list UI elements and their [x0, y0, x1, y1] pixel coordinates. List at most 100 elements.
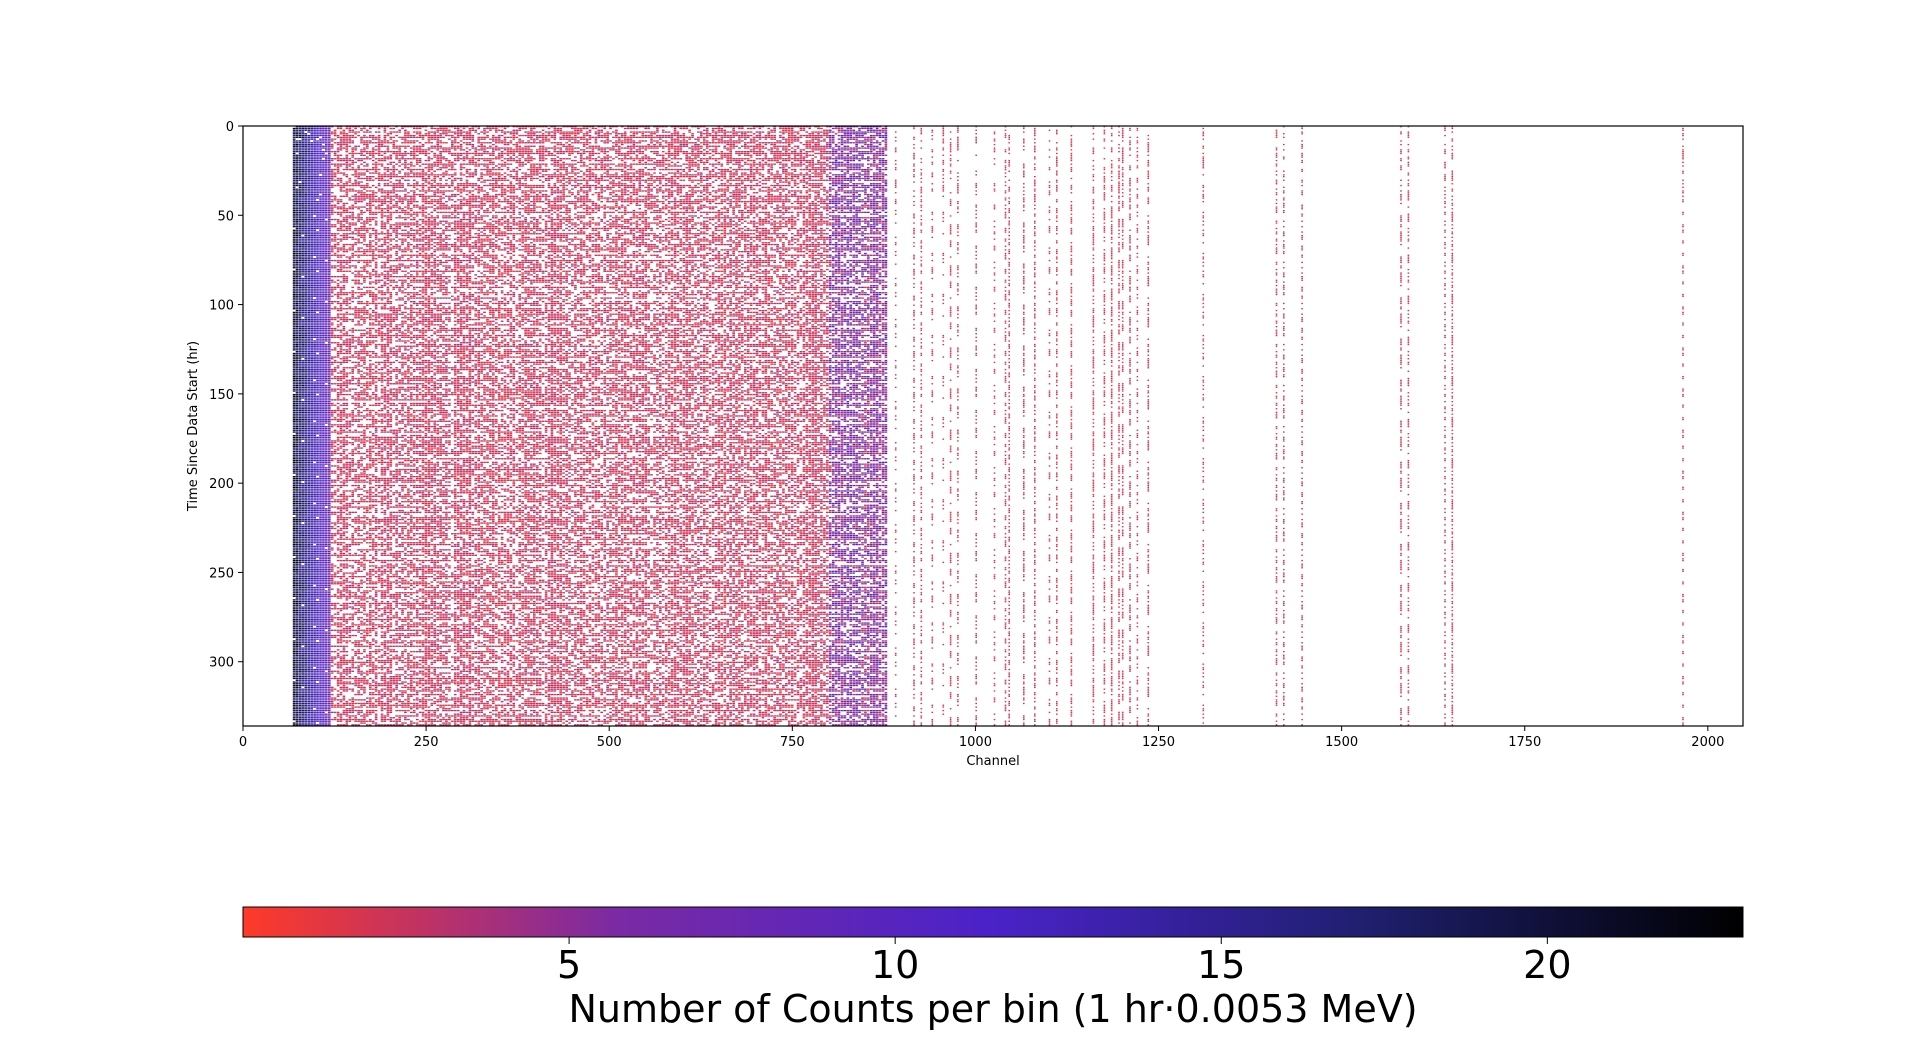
heatmap-cell — [782, 149, 785, 150]
heatmap-cell — [841, 144, 844, 145]
heatmap-cell — [820, 151, 823, 152]
heatmap-cell — [732, 135, 735, 136]
heatmap-cell — [618, 133, 621, 134]
heatmap-cell — [712, 137, 715, 138]
heatmap-cell — [709, 135, 712, 136]
heatmap-cell — [823, 140, 826, 141]
heatmap-cell — [1137, 137, 1139, 138]
heatmap-cell — [513, 155, 516, 156]
heatmap-cell — [1283, 156, 1285, 157]
heatmap-cell — [504, 144, 507, 145]
heatmap-cell — [381, 160, 384, 161]
heatmap-cell — [709, 158, 712, 159]
heatmap-cell — [486, 142, 489, 143]
heatmap-cell — [1008, 162, 1010, 163]
heatmap-cell — [536, 151, 539, 152]
heatmap-cell — [1129, 147, 1131, 148]
heatmap-cell — [325, 162, 328, 163]
heatmap-cell — [571, 131, 574, 132]
heatmap-cell — [829, 131, 832, 132]
heatmap-cell — [530, 139, 533, 140]
heatmap-cell — [621, 137, 624, 138]
heatmap-cell — [539, 155, 542, 156]
heatmap-cell — [639, 137, 642, 138]
heatmap-cell — [407, 164, 410, 165]
heatmap-cell — [363, 149, 366, 150]
heatmap-cell — [334, 130, 337, 131]
heatmap-cell — [762, 160, 765, 161]
heatmap-cell — [844, 158, 847, 159]
heatmap-cell — [817, 140, 820, 141]
heatmap-cell — [913, 156, 915, 157]
heatmap-cell — [375, 158, 378, 159]
heatmap-cell — [1682, 153, 1684, 154]
heatmap-cell — [325, 142, 328, 143]
heatmap-cell — [844, 131, 847, 132]
heatmap-cell — [721, 151, 724, 152]
heatmap-cell — [349, 131, 352, 132]
heatmap-cell — [885, 142, 888, 143]
heatmap-cell — [1203, 153, 1205, 154]
heatmap-cell — [404, 158, 407, 159]
heatmap-cell — [767, 137, 770, 138]
heatmap-cell — [665, 142, 668, 143]
heatmap-cell — [603, 164, 606, 165]
heatmap-cell — [565, 131, 568, 132]
heatmap-cell — [571, 147, 574, 148]
heatmap-cell — [322, 156, 325, 157]
heatmap-cell — [700, 151, 703, 152]
heatmap-cell — [349, 137, 352, 138]
heatmap-cell — [501, 151, 504, 152]
heatmap-cell — [706, 142, 709, 143]
heatmap-cell — [858, 131, 861, 132]
heatmap-cell — [545, 135, 548, 136]
heatmap-cell — [407, 135, 410, 136]
heatmap-cell — [773, 131, 776, 132]
heatmap-cell — [410, 153, 413, 154]
heatmap-cell — [293, 165, 296, 166]
heatmap-cell — [870, 149, 873, 150]
heatmap-cell — [1400, 144, 1402, 145]
heatmap-cell — [1034, 156, 1036, 157]
heatmap-cell — [800, 156, 803, 157]
heatmap-cell — [568, 151, 571, 152]
heatmap-cell — [328, 128, 331, 129]
heatmap-cell — [319, 142, 322, 143]
heatmap-cell — [885, 140, 888, 141]
heatmap-cell — [378, 128, 381, 129]
heatmap-cell — [621, 135, 624, 136]
heatmap-cell — [753, 139, 756, 140]
heatmap-cell — [463, 156, 466, 157]
heatmap-cell — [852, 137, 855, 138]
heatmap-cell — [521, 164, 524, 165]
heatmap-cell — [921, 130, 923, 131]
heatmap-cell — [340, 155, 343, 156]
heatmap-cell — [554, 137, 557, 138]
heatmap-cell — [756, 164, 759, 165]
heatmap-cell — [518, 158, 521, 159]
heatmap-cell — [565, 158, 568, 159]
heatmap-cell — [600, 147, 603, 148]
heatmap-cell — [375, 131, 378, 132]
heatmap-cell — [293, 130, 296, 131]
heatmap-cell — [308, 158, 311, 159]
heatmap-cell — [489, 160, 492, 161]
heatmap-cell — [744, 146, 747, 147]
heatmap-cell — [369, 135, 372, 136]
heatmap-cell — [668, 160, 671, 161]
heatmap-cell — [483, 130, 486, 131]
heatmap-cell — [346, 165, 349, 166]
heatmap-cell — [724, 147, 727, 148]
heatmap-cell — [797, 139, 800, 140]
heatmap-cell — [516, 131, 519, 132]
heatmap-cell — [1400, 153, 1402, 154]
heatmap-cell — [363, 142, 366, 143]
heatmap-cell — [1034, 147, 1036, 148]
heatmap-cell — [375, 142, 378, 143]
heatmap-cell — [921, 162, 923, 163]
heatmap-cell — [855, 140, 858, 141]
heatmap-cell — [474, 164, 477, 165]
heatmap-cell — [439, 153, 442, 154]
heatmap-cell — [1056, 156, 1058, 157]
heatmap-cell — [879, 133, 882, 134]
